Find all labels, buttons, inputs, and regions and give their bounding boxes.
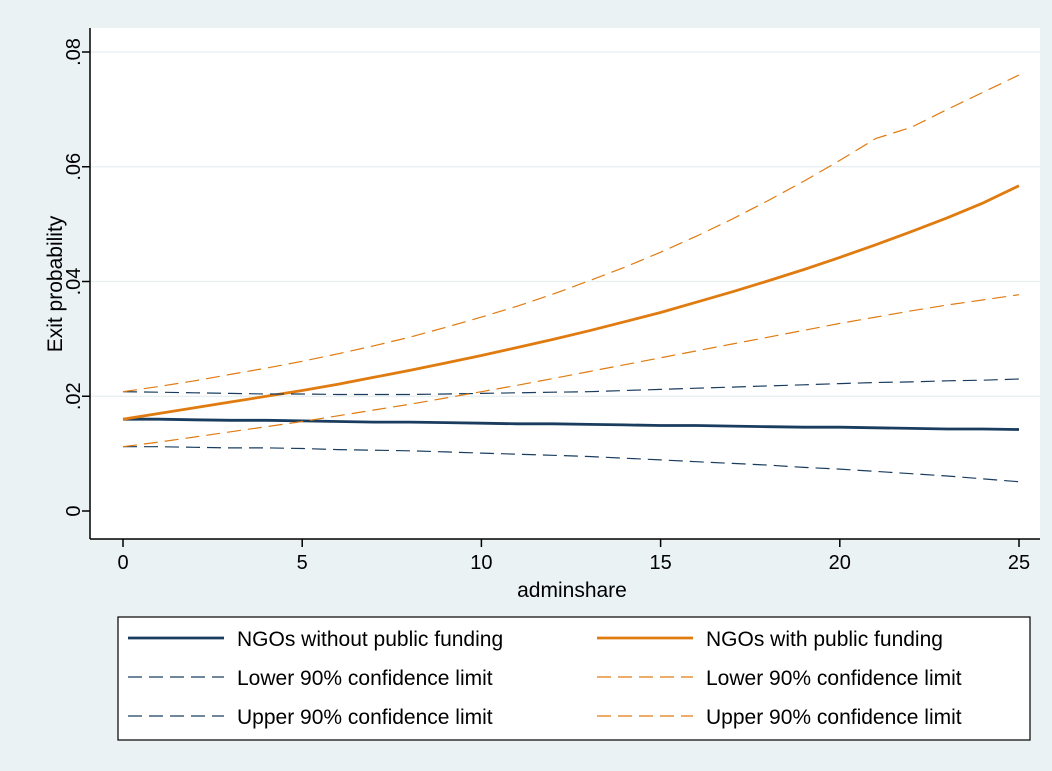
y-axis-ticks: 0 .02 .04 .06 .08: [63, 38, 90, 517]
gridlines: [90, 51, 1040, 397]
x-tick-label: 15: [649, 552, 671, 574]
x-axis-ticks: 0 5 10 15 20 25: [117, 539, 1030, 574]
y-tick-label: .08: [63, 38, 85, 66]
legend-label: NGOs without public funding: [237, 628, 503, 651]
y-tick-label: .02: [63, 382, 85, 410]
x-tick-label: 5: [297, 552, 308, 574]
series-line-3: [122, 378, 1020, 396]
x-axis-title: adminshare: [517, 579, 627, 602]
x-tick-label: 0: [117, 552, 128, 574]
series-line-1: [122, 184, 1020, 421]
x-tick-label: 10: [470, 552, 492, 574]
plot-area: [90, 28, 1040, 539]
legend-label: Upper 90% confidence limit: [706, 706, 962, 729]
y-tick-label: .06: [63, 153, 85, 181]
y-tick-label: 0: [63, 505, 85, 516]
legend: NGOs without public funding NGOs with pub…: [128, 628, 962, 729]
legend-label: Lower 90% confidence limit: [706, 667, 962, 690]
series-line-4: [122, 294, 1020, 448]
series-line-5: [122, 74, 1020, 393]
legend-label: NGOs with public funding: [706, 628, 943, 651]
x-tick-label: 25: [1008, 552, 1030, 574]
x-tick-label: 20: [829, 552, 851, 574]
y-tick-label: .04: [63, 268, 85, 296]
y-axis-title: Exit probability: [44, 215, 67, 352]
series-lines: [122, 74, 1020, 483]
legend-label: Upper 90% confidence limit: [237, 706, 493, 729]
series-line-0: [123, 417, 1020, 431]
legend-box: [117, 616, 1031, 741]
series-line-2: [123, 446, 1020, 483]
legend-label: Lower 90% confidence limit: [237, 667, 493, 690]
